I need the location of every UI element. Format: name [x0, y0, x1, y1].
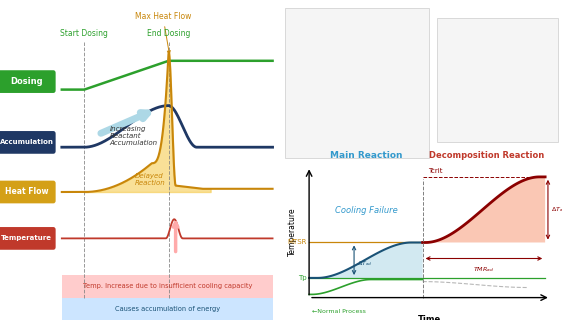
Text: Tp: Tp — [298, 275, 306, 281]
FancyBboxPatch shape — [281, 0, 562, 160]
Text: End Dosing: End Dosing — [147, 29, 191, 38]
Text: $\Delta T_{ad}$: $\Delta T_{ad}$ — [551, 205, 562, 214]
FancyBboxPatch shape — [0, 227, 56, 250]
Text: Heat Flow: Heat Flow — [5, 188, 48, 196]
FancyBboxPatch shape — [437, 18, 558, 142]
Text: Main Reaction: Main Reaction — [330, 151, 402, 160]
Polygon shape — [423, 177, 545, 243]
Text: Temperature: Temperature — [1, 236, 52, 241]
Text: Decomposition Reaction: Decomposition Reaction — [429, 151, 545, 160]
Text: Cooling Failure: Cooling Failure — [334, 206, 397, 215]
Text: Start Dosing: Start Dosing — [60, 29, 108, 38]
Text: $\Delta T_{ad}$: $\Delta T_{ad}$ — [357, 259, 373, 268]
Text: Temperature: Temperature — [288, 208, 297, 256]
Text: ←Normal Process: ←Normal Process — [312, 309, 366, 314]
FancyBboxPatch shape — [0, 70, 56, 93]
Text: Dosing: Dosing — [10, 77, 43, 86]
Text: Accumulation: Accumulation — [0, 140, 53, 145]
FancyBboxPatch shape — [0, 180, 56, 204]
Text: Increasing
Reactant
Accumulation: Increasing Reactant Accumulation — [110, 126, 158, 146]
FancyBboxPatch shape — [0, 131, 56, 154]
Text: Delayed
Reaction: Delayed Reaction — [135, 173, 166, 186]
Text: Temp. Increase due to insufficient cooling capacity: Temp. Increase due to insufficient cooli… — [83, 284, 252, 289]
Text: Tcrit: Tcrit — [428, 168, 443, 174]
FancyBboxPatch shape — [285, 8, 428, 158]
FancyBboxPatch shape — [62, 275, 273, 298]
Text: Time: Time — [418, 315, 442, 320]
Polygon shape — [309, 243, 423, 278]
Text: Causes accumulation of energy: Causes accumulation of energy — [115, 306, 220, 312]
Text: $TMR_{ad}$: $TMR_{ad}$ — [473, 265, 495, 274]
FancyBboxPatch shape — [62, 298, 273, 320]
Text: MTSR: MTSR — [287, 239, 306, 245]
Text: Max Heat Flow: Max Heat Flow — [135, 12, 191, 54]
